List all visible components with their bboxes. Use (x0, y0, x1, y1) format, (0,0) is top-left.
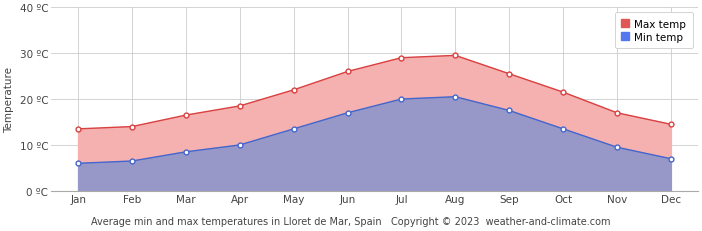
Y-axis label: Temperature: Temperature (4, 67, 14, 132)
Text: Average min and max temperatures in Lloret de Mar, Spain   Copyright © 2023  wea: Average min and max temperatures in Llor… (91, 216, 611, 226)
Legend: Max temp, Min temp: Max temp, Min temp (615, 13, 693, 49)
